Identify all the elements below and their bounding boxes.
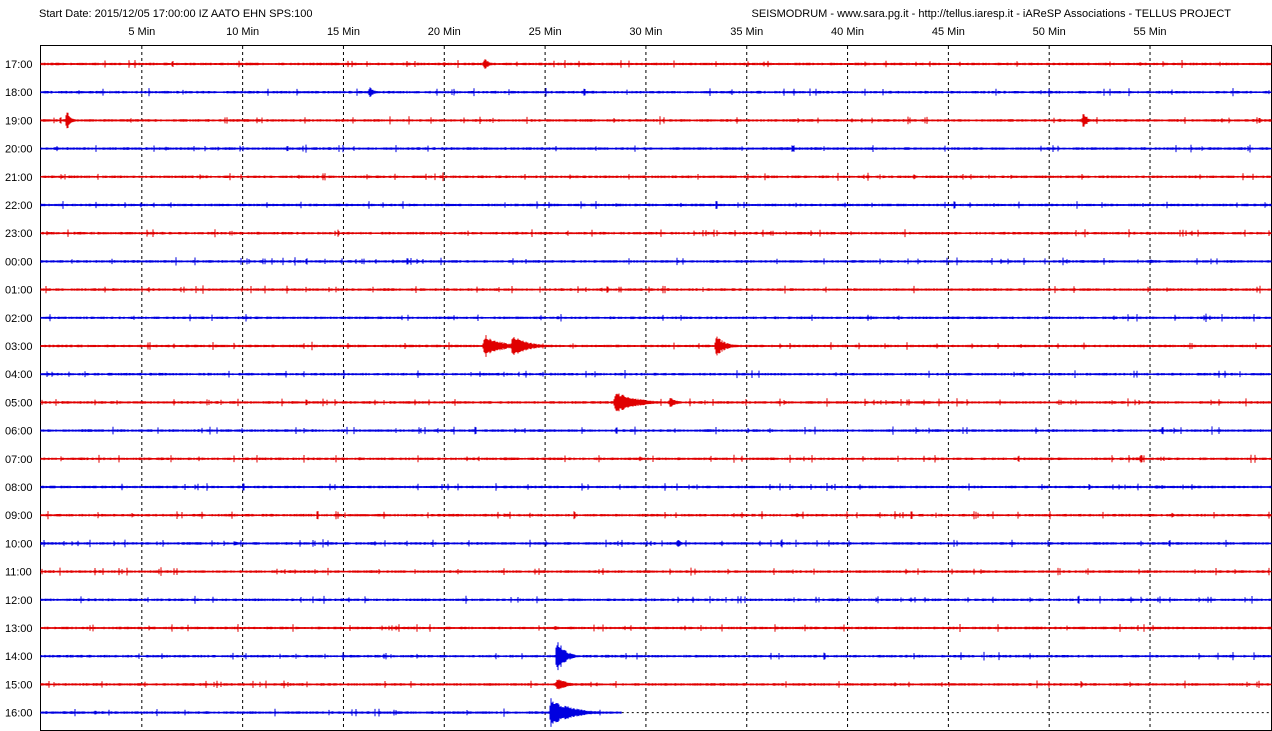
hour-label: 00:00 (5, 256, 33, 268)
x-tick-label: 30 Min (629, 26, 662, 38)
x-tick-label: 25 Min (529, 26, 562, 38)
seismic-trace (40, 511, 1272, 520)
x-tick-label: 35 Min (730, 26, 763, 38)
hour-label: 21:00 (5, 172, 33, 184)
hour-label: 23:00 (5, 228, 33, 240)
x-tick-label: 45 Min (932, 26, 965, 38)
seismic-trace (40, 257, 1272, 266)
hour-label: 01:00 (5, 285, 33, 297)
seismic-trace (40, 483, 1272, 491)
seismic-trace (40, 426, 1272, 435)
seismic-trace (40, 595, 1272, 604)
seismic-traces (40, 59, 1272, 727)
seismic-trace (40, 624, 1272, 632)
seismic-trace (40, 144, 1272, 153)
hour-label: 22:00 (5, 200, 33, 212)
header-project-info: SEISMODRUM - www.sara.pg.it - http://tel… (752, 8, 1232, 20)
seismic-trace (40, 698, 622, 727)
seismic-trace (40, 335, 1272, 357)
x-tick-label: 10 Min (226, 26, 259, 38)
hour-label: 17:00 (5, 59, 33, 71)
x-tick-label: 20 Min (428, 26, 461, 38)
hour-label: 06:00 (5, 426, 33, 438)
seismic-trace (40, 59, 1272, 69)
hour-label: 16:00 (5, 708, 33, 720)
hour-label: 10:00 (5, 538, 33, 550)
minute-gridlines (141, 46, 1151, 730)
seismic-trace (40, 642, 1272, 671)
hour-label: 07:00 (5, 454, 33, 466)
header-start-info: Start Date: 2015/12/05 17:00:00 IZ AATO … (39, 8, 313, 20)
seismic-trace (40, 313, 1272, 322)
seismic-trace (40, 285, 1272, 294)
hour-label: 13:00 (5, 623, 33, 635)
seismic-trace (40, 393, 1272, 412)
hour-label: 18:00 (5, 87, 33, 99)
seismic-trace (40, 679, 1272, 690)
hour-label: 11:00 (5, 567, 32, 579)
hour-label: 03:00 (5, 341, 33, 353)
hour-label: 04:00 (5, 369, 33, 381)
hour-label: 14:00 (5, 651, 33, 663)
seismic-trace (40, 567, 1272, 576)
hour-label: 08:00 (5, 482, 33, 494)
hour-label: 02:00 (5, 313, 33, 325)
seismic-trace (40, 229, 1272, 238)
x-tick-label: 15 Min (327, 26, 360, 38)
seismic-trace (40, 87, 1272, 97)
seismic-trace (40, 112, 1272, 129)
seismic-trace (40, 454, 1272, 463)
hour-labels: 17:00 18:00 19:00 20:00 21:00 22:00 23:00 00:00… (5, 59, 33, 720)
x-tick-label: 50 Min (1033, 26, 1066, 38)
hour-label: 19:00 (5, 115, 33, 127)
x-tick-label: 40 Min (831, 26, 864, 38)
x-tick-label: 55 Min (1134, 26, 1167, 38)
seismic-trace (40, 370, 1272, 379)
hour-label: 15:00 (5, 679, 33, 691)
seismic-trace (40, 201, 1272, 209)
seismic-trace (40, 539, 1272, 548)
x-tick-labels: 5 Min 10 Min 15 Min 20 Min 25 Min 30 Min 35 Mi… (128, 26, 1166, 38)
hour-label: 09:00 (5, 510, 33, 522)
hour-label: 20:00 (5, 144, 33, 156)
x-tick-label: 5 Min (128, 26, 155, 38)
hour-label: 05:00 (5, 397, 33, 409)
hour-label: 12:00 (5, 595, 33, 607)
seismic-trace (40, 172, 1272, 182)
